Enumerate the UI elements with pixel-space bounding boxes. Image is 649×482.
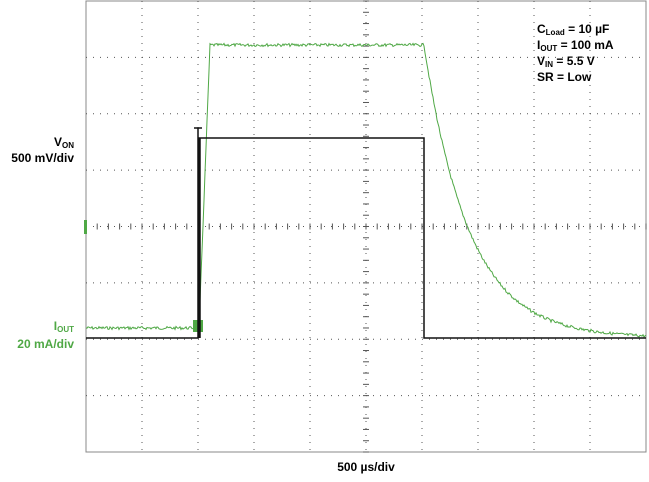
text-part: = 100 mA xyxy=(557,38,614,52)
symbol: I xyxy=(54,319,57,333)
text-part: IN xyxy=(545,60,553,69)
text-part: OUT xyxy=(540,44,557,53)
annotations: CLoad = 10 µF IOUT = 100 mA VIN = 5.5 V … xyxy=(537,22,614,84)
annotation: IOUT = 100 mA xyxy=(537,38,614,53)
channel-2-scale: 20 mA/div xyxy=(17,337,74,351)
ground-marker xyxy=(84,220,87,234)
voltage-trace xyxy=(86,127,646,339)
symbol: V xyxy=(54,135,62,149)
channel-1-scale: 500 mV/div xyxy=(11,151,74,165)
text-part: = 5.5 V xyxy=(553,54,595,68)
subscript: OUT xyxy=(57,325,74,334)
channel-2-label: IOUT xyxy=(54,319,74,334)
text-part: V xyxy=(537,54,545,68)
annotation: CLoad = 10 µF xyxy=(537,22,609,37)
text-part: I xyxy=(537,38,540,52)
text-part: SR = Low xyxy=(537,70,592,84)
annotation: SR = Low xyxy=(537,70,592,84)
annotation: VIN = 5.5 V xyxy=(537,54,595,69)
traces xyxy=(85,42,647,339)
text-part: Load xyxy=(546,28,565,37)
channel-1-label: VON xyxy=(54,135,74,150)
graticule xyxy=(84,0,647,453)
text-part: C xyxy=(537,22,546,36)
text-part: = 10 µF xyxy=(565,22,610,36)
time-scale: 500 µs/div xyxy=(337,460,395,474)
subscript: ON xyxy=(62,141,74,150)
current-trace xyxy=(85,42,647,338)
